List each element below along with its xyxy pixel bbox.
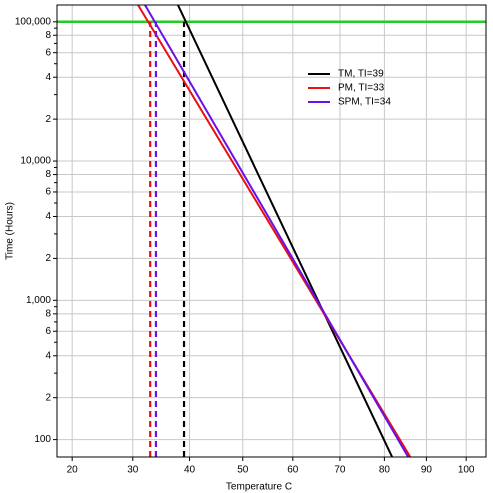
y-tick-label: 2 xyxy=(45,392,51,403)
y-tick-label: 1,000 xyxy=(26,295,51,306)
y-tick-label: 4 xyxy=(45,72,51,83)
y-axis-label: Time (Hours) xyxy=(5,202,16,260)
y-tick-label: 6 xyxy=(45,326,51,337)
y-tick-label: 6 xyxy=(45,47,51,58)
legend-label: TM, TI=39 xyxy=(338,69,384,80)
y-tick-label: 2 xyxy=(45,114,51,125)
x-tick-label: 30 xyxy=(127,465,139,476)
x-tick-label: 70 xyxy=(334,465,346,476)
plot-area xyxy=(57,5,486,457)
x-tick-label: 50 xyxy=(237,465,249,476)
y-tick-label: 8 xyxy=(45,169,51,180)
y-tick-label: 10,000 xyxy=(20,156,51,167)
y-tick-label: 8 xyxy=(45,30,51,41)
legend-label: PM, TI=33 xyxy=(338,83,385,94)
series-line xyxy=(144,5,410,457)
y-tick-label: 100 xyxy=(34,434,51,445)
y-tick-label: 100,000 xyxy=(15,16,52,27)
x-tick-label: 20 xyxy=(67,465,79,476)
x-tick-label: 80 xyxy=(379,465,391,476)
x-tick-label: 40 xyxy=(184,465,196,476)
legend-label: SPM, TI=34 xyxy=(338,97,391,108)
y-tick-label: 6 xyxy=(45,187,51,198)
x-axis-label: Temperature C xyxy=(226,482,292,493)
plot-frame xyxy=(56,4,487,458)
x-tick-label: 60 xyxy=(287,465,299,476)
y-tick-label: 2 xyxy=(45,253,51,264)
y-tick-label: 4 xyxy=(45,211,51,222)
x-tick-label: 100 xyxy=(458,465,475,476)
y-tick-label: 8 xyxy=(45,308,51,319)
y-tick-label: 4 xyxy=(45,350,51,361)
x-tick-label: 90 xyxy=(421,465,433,476)
series-line xyxy=(177,5,394,457)
